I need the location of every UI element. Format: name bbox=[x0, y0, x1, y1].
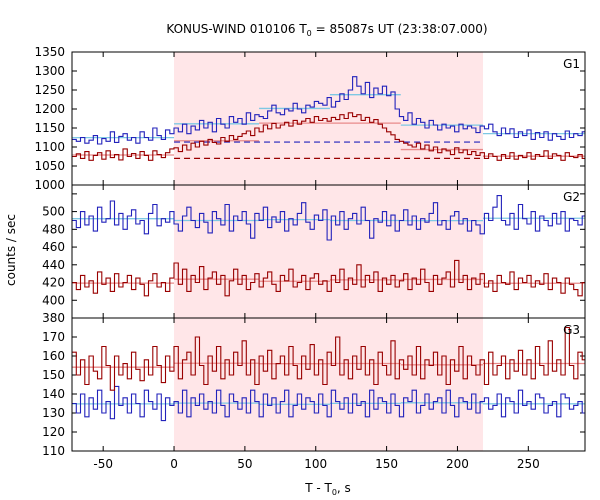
panel-label-g3: G3 bbox=[563, 323, 580, 337]
panel-label-g1: G1 bbox=[563, 57, 580, 71]
series-g1-blue bbox=[72, 76, 585, 145]
x-tick-label: 200 bbox=[446, 457, 469, 471]
series-g2-blue bbox=[72, 195, 585, 241]
x-tick-label: 0 bbox=[170, 457, 178, 471]
x-tick-label: -50 bbox=[93, 457, 113, 471]
y-tick-label: 400 bbox=[42, 293, 65, 307]
tick-labels: 10001050110011501200125013001350G1380400… bbox=[34, 45, 580, 471]
series-g1-red bbox=[72, 112, 585, 161]
y-tick-label: 420 bbox=[42, 276, 65, 290]
data-traces bbox=[72, 76, 585, 422]
x-tick-label: 100 bbox=[304, 457, 327, 471]
y-tick-label: 1350 bbox=[34, 45, 65, 59]
chart-title: KONUS-WIND 010106 T0 = 85087s UT (23:38:… bbox=[166, 22, 487, 38]
y-tick-label: 1250 bbox=[34, 83, 65, 97]
panel-frame-g3 bbox=[71, 317, 586, 452]
y-tick-label: 1300 bbox=[34, 64, 65, 78]
y-tick-label: 160 bbox=[42, 349, 65, 363]
panel-frames bbox=[71, 51, 586, 452]
y-tick-label: 130 bbox=[42, 406, 65, 420]
y-tick-label: 440 bbox=[42, 258, 65, 272]
y-tick-label: 110 bbox=[42, 444, 65, 458]
y-axis-label: counts / sec bbox=[4, 214, 18, 286]
series-g2-red bbox=[72, 259, 585, 297]
y-tick-label: 500 bbox=[42, 205, 65, 219]
shaded-interval-g3 bbox=[174, 318, 483, 451]
y-tick-label: 140 bbox=[42, 387, 65, 401]
y-tick-label: 1150 bbox=[34, 121, 65, 135]
y-tick-label: 150 bbox=[42, 368, 65, 382]
y-tick-label: 170 bbox=[42, 330, 65, 344]
series-g3-red bbox=[72, 326, 585, 391]
y-tick-label: 480 bbox=[42, 222, 65, 236]
y-tick-label: 1100 bbox=[34, 140, 65, 154]
x-tick-label: 250 bbox=[517, 457, 540, 471]
y-tick-label: 380 bbox=[42, 311, 65, 325]
shaded-interval-g2 bbox=[174, 185, 483, 318]
y-tick-label: 460 bbox=[42, 240, 65, 254]
x-tick-label: 50 bbox=[237, 457, 252, 471]
y-tick-label: 120 bbox=[42, 425, 65, 439]
shaded-interval-g1 bbox=[174, 52, 483, 185]
panel-label-g2: G2 bbox=[563, 190, 580, 204]
series-g3-blue bbox=[72, 385, 585, 422]
x-tick-label: 150 bbox=[375, 457, 398, 471]
y-tick-label: 1050 bbox=[34, 159, 65, 173]
x-axis-label: T - T0, s bbox=[304, 481, 351, 497]
y-tick-label: 1200 bbox=[34, 102, 65, 116]
y-tick-label: 1000 bbox=[34, 178, 65, 192]
